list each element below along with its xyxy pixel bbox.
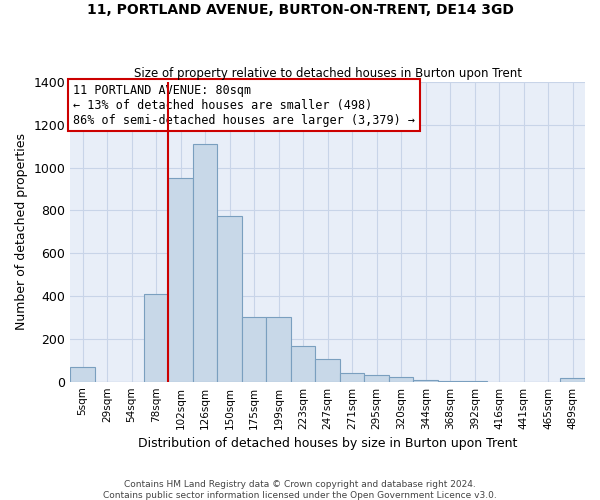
X-axis label: Distribution of detached houses by size in Burton upon Trent: Distribution of detached houses by size … xyxy=(138,437,517,450)
Title: Size of property relative to detached houses in Burton upon Trent: Size of property relative to detached ho… xyxy=(134,66,521,80)
Bar xyxy=(291,346,316,382)
Bar xyxy=(144,294,169,382)
Bar xyxy=(463,380,487,382)
Bar xyxy=(70,366,95,382)
Bar xyxy=(242,318,266,382)
Bar xyxy=(266,318,291,382)
Bar xyxy=(560,378,585,382)
Bar xyxy=(193,144,217,382)
Text: 11, PORTLAND AVENUE, BURTON-ON-TRENT, DE14 3GD: 11, PORTLAND AVENUE, BURTON-ON-TRENT, DE… xyxy=(86,2,514,16)
Bar xyxy=(316,359,340,382)
Bar xyxy=(217,216,242,382)
Bar xyxy=(438,380,463,382)
Bar xyxy=(340,373,364,382)
Text: 11 PORTLAND AVENUE: 80sqm
← 13% of detached houses are smaller (498)
86% of semi: 11 PORTLAND AVENUE: 80sqm ← 13% of detac… xyxy=(73,84,415,126)
Bar xyxy=(389,378,413,382)
Text: Contains HM Land Registry data © Crown copyright and database right 2024.
Contai: Contains HM Land Registry data © Crown c… xyxy=(103,480,497,500)
Bar xyxy=(413,380,438,382)
Bar xyxy=(364,376,389,382)
Bar xyxy=(169,178,193,382)
Y-axis label: Number of detached properties: Number of detached properties xyxy=(15,134,28,330)
